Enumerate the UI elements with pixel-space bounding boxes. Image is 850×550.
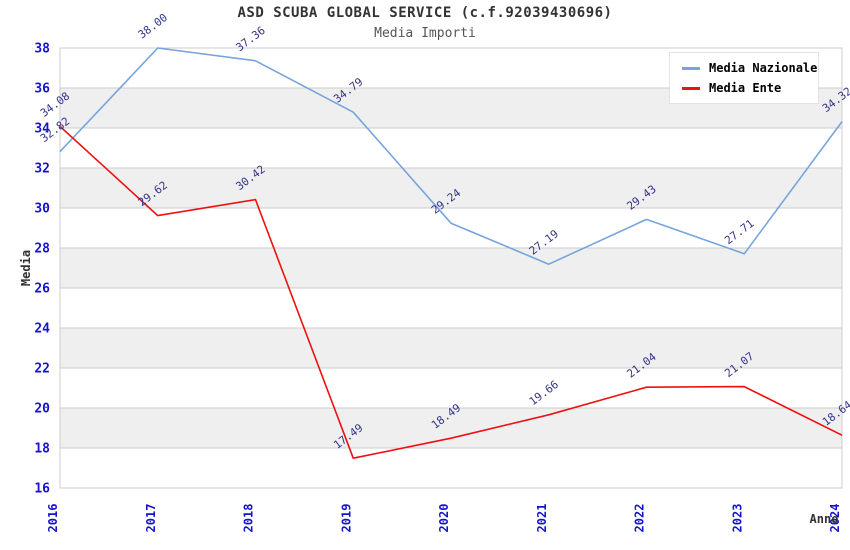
x-tick-label: 2019 bbox=[339, 504, 353, 533]
legend-item-media-ente: Media Ente bbox=[682, 81, 818, 95]
y-tick-label: 20 bbox=[34, 402, 50, 417]
legend: Media Nazionale Media Ente bbox=[669, 52, 819, 104]
data-label: 27.71 bbox=[722, 217, 756, 247]
y-tick-label: 30 bbox=[34, 202, 50, 217]
chart-title: ASD SCUBA GLOBAL SERVICE (c.f.9203943069… bbox=[237, 5, 613, 21]
x-tick-label: 2017 bbox=[144, 504, 158, 533]
x-tick-label: 2022 bbox=[633, 504, 647, 533]
data-label: 38.00 bbox=[136, 11, 170, 41]
x-tick-label: 2018 bbox=[242, 504, 256, 533]
y-tick-label: 16 bbox=[34, 482, 50, 497]
y-tick-label: 22 bbox=[34, 362, 50, 377]
plot-band bbox=[60, 248, 842, 288]
y-tick-label: 38 bbox=[34, 42, 50, 57]
x-tick-label: 2024 bbox=[828, 504, 842, 533]
plot-band bbox=[60, 168, 842, 208]
series-line-media-nazionale bbox=[59, 47, 843, 266]
y-tick-label: 36 bbox=[34, 82, 50, 97]
x-tick-label: 2020 bbox=[437, 504, 451, 533]
y-tick-label: 34 bbox=[34, 122, 50, 137]
y-tick-label: 24 bbox=[34, 322, 50, 337]
y-tick-label: 18 bbox=[34, 442, 50, 457]
x-tick-label: 2023 bbox=[730, 504, 744, 533]
y-tick-label: 26 bbox=[34, 282, 50, 297]
y-tick-label: 28 bbox=[34, 242, 50, 257]
media-nazionale-line-swatch bbox=[682, 66, 700, 70]
y-axis-title: Media bbox=[19, 250, 33, 286]
data-label: 19.66 bbox=[527, 378, 561, 408]
plot-border bbox=[59, 47, 843, 489]
x-tick-label: 2016 bbox=[46, 504, 60, 533]
x-tick-label: 2021 bbox=[535, 504, 549, 533]
plot-band bbox=[60, 328, 842, 368]
plot-band bbox=[60, 408, 842, 448]
media-nazionale-legend-label: Media Nazionale bbox=[709, 61, 818, 75]
chart-subtitle: Media Importi bbox=[374, 26, 476, 41]
media-ente-legend-label: Media Ente bbox=[709, 81, 782, 95]
y-tick-label: 32 bbox=[34, 162, 50, 177]
legend-item-media-nazionale: Media Nazionale bbox=[682, 61, 818, 75]
data-label: 37.36 bbox=[233, 24, 267, 54]
series-line-media-ente bbox=[59, 125, 843, 460]
data-label: 32.82 bbox=[38, 115, 72, 145]
x-axis-title: Anno bbox=[810, 512, 839, 526]
media-ente-line-swatch bbox=[682, 86, 700, 90]
